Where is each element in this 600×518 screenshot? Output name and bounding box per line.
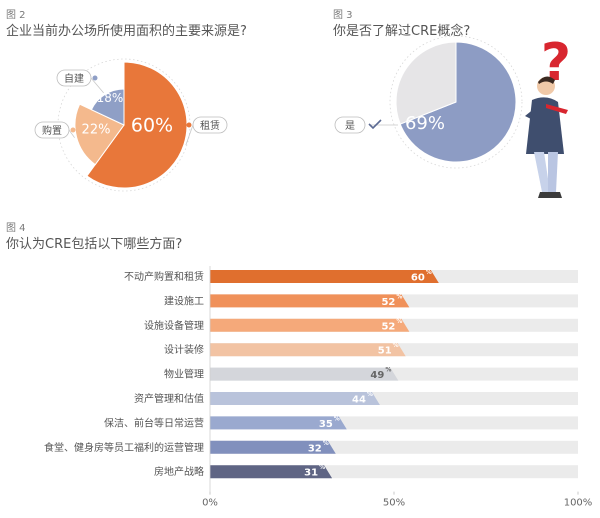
bar-category-label: 保洁、前台等日常运营 xyxy=(104,416,204,429)
person-leg-left xyxy=(534,152,550,192)
bar-value-suffix: % xyxy=(396,318,402,325)
bar-category-label: 建设施工 xyxy=(164,294,204,307)
bar-value-label: 60 xyxy=(411,273,425,284)
bar-category-label: 设计装修 xyxy=(164,343,204,356)
person-tie xyxy=(546,104,568,114)
bar xyxy=(210,318,410,332)
pie1-leader-line xyxy=(90,77,104,94)
person-leg-right xyxy=(548,152,558,192)
bar xyxy=(210,294,410,308)
bar xyxy=(210,343,406,357)
bar-category-label: 物业管理 xyxy=(164,368,204,381)
pie1-category-label: 购置 xyxy=(42,124,62,137)
pie1-value-label: 18% xyxy=(97,91,124,105)
bar-value-label: 51 xyxy=(378,346,392,357)
person-arm xyxy=(525,100,549,120)
pie1-category-pill xyxy=(192,116,228,134)
fig3-number: 图 3 xyxy=(333,10,353,21)
person-hair xyxy=(538,76,555,84)
pie1-category-pill xyxy=(56,69,92,87)
bar-category-label: 资产管理和估值 xyxy=(134,392,204,405)
bar xyxy=(210,465,333,479)
pie2-category-label: 是 xyxy=(345,120,355,132)
pie2-slice-0 xyxy=(399,41,517,163)
pie1-category-label: 租赁 xyxy=(200,119,220,132)
x-tick-label: 100% xyxy=(564,498,593,509)
bar-value-label: 32 xyxy=(308,443,322,454)
bar-value-suffix: % xyxy=(393,342,399,349)
pie1-category-pill xyxy=(34,121,70,139)
pie2-category-pill xyxy=(334,116,366,134)
bar-value-label: 35 xyxy=(319,419,333,430)
bar-value-suffix: % xyxy=(367,391,373,398)
bar-value-suffix: % xyxy=(426,269,432,276)
bar xyxy=(210,367,399,381)
pie1-leader-line xyxy=(185,124,194,146)
bar-category-label: 食堂、健身房等员工福利的运营管理 xyxy=(44,441,204,454)
bar-category-label: 不动产购置和租赁 xyxy=(124,270,204,283)
fig4-title: 你认为CRE包括以下哪些方面? xyxy=(6,237,183,252)
bar-value-label: 52 xyxy=(381,321,395,332)
pie2-value-label: 69% xyxy=(405,113,445,134)
pie2-slice-1 xyxy=(395,41,457,125)
bar xyxy=(210,416,347,430)
bar xyxy=(210,440,336,454)
bar-value-suffix: % xyxy=(396,293,402,300)
pie1-slice-0 xyxy=(86,61,188,189)
person-shoe-right xyxy=(548,192,562,198)
pie1-slice-2 xyxy=(90,88,125,126)
bar-category-label: 设施设备管理 xyxy=(144,319,204,332)
thinking-person-illustration: ? xyxy=(525,33,571,198)
pie1-category-label: 自建 xyxy=(64,72,84,85)
bar-value-suffix: % xyxy=(323,440,329,447)
bar-value-label: 52 xyxy=(381,297,395,308)
pie1-leader-line xyxy=(68,129,75,138)
fig2-title: 企业当前办公场所使用面积的主要来源是? xyxy=(6,24,247,39)
x-tick-label: 50% xyxy=(383,498,405,509)
x-tick-label: 0% xyxy=(202,498,218,509)
fig3-title: 你是否了解过CRE概念? xyxy=(333,24,471,39)
bar xyxy=(210,392,380,405)
bar-chart-group: 不动产购置和租赁 60 % 建设施工 52 % 设施设备管理 52 % 设计装修 51 % 物业管理 49… xyxy=(44,266,592,509)
bar-value-suffix: % xyxy=(385,367,391,374)
fig4-number: 图 4 xyxy=(6,223,26,234)
pie1-value-label: 60% xyxy=(131,115,173,137)
bar-value-label: 31 xyxy=(304,468,318,479)
bar-value-label: 49 xyxy=(370,370,384,381)
check-icon xyxy=(368,119,382,130)
bar xyxy=(210,270,439,283)
pie1-leader-dot xyxy=(186,122,192,128)
pie1-leader-dot xyxy=(70,127,76,133)
bar-category-label: 房地产战略 xyxy=(154,465,204,478)
pie1-value-label: 22% xyxy=(82,123,111,138)
bar-value-label: 44 xyxy=(352,395,366,406)
bar-value-suffix: % xyxy=(334,415,340,422)
fig2-number: 图 2 xyxy=(6,10,26,21)
pie1-leader-dot xyxy=(92,75,98,81)
pie2-outline-ring xyxy=(389,35,523,169)
pie1-slices xyxy=(74,61,188,189)
bar-value-suffix: % xyxy=(319,464,325,471)
